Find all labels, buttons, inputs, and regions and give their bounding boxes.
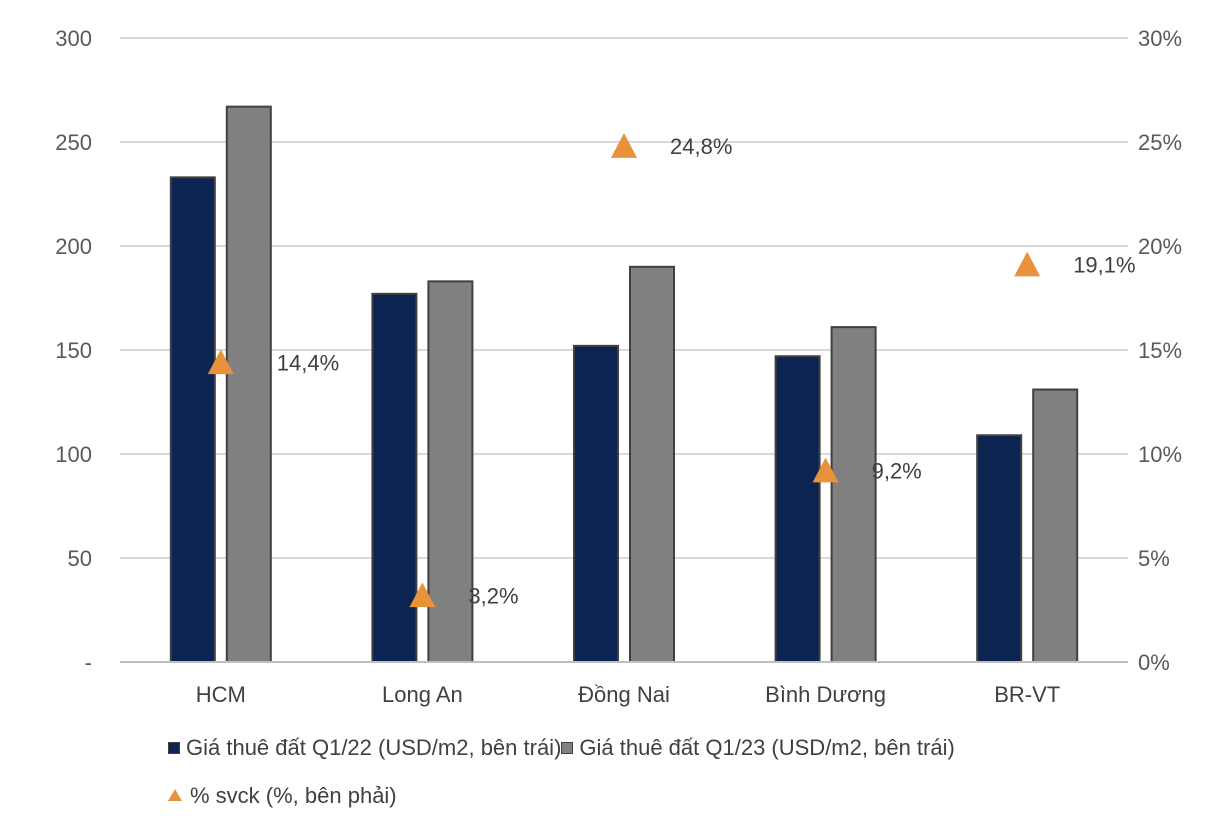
pct-data-label: 19,1% <box>1073 253 1135 278</box>
y-left-tick-label: 250 <box>55 130 92 155</box>
bar-q123-3 <box>830 326 877 663</box>
bar-q122-3 <box>774 355 821 663</box>
y-left-tick-label: 150 <box>55 338 92 363</box>
legend-item-q123: Giá thuê đất Q1/23 (USD/m2, bên trái) <box>561 731 955 765</box>
legend-label-q122: Giá thuê đất Q1/22 (USD/m2, bên trái) <box>186 735 562 761</box>
chart-area: - 0% 50 5% 100 10% 150 15% 200 20% 250 25% 300 30% HCM… <box>55 26 1182 707</box>
y-right-tick-label: 25% <box>1138 130 1182 155</box>
legend: Giá thuê đất Q1/22 (USD/m2, bên trái) Gi… <box>168 730 1168 826</box>
pct-marker-0 <box>207 349 234 375</box>
pct-data-label: 14,4% <box>277 350 339 375</box>
pct-marker-2 <box>611 133 637 158</box>
x-category-label: Long An <box>382 682 463 707</box>
x-category-label: BR-VT <box>994 682 1060 707</box>
bar-q123-4 <box>1032 388 1079 663</box>
y-right-tick-label: 5% <box>1138 546 1170 571</box>
y-right-tick-label: 0% <box>1138 650 1170 675</box>
legend-triangle-icon <box>168 789 182 802</box>
bar-q122-0 <box>169 176 216 664</box>
y-left-tick-label: 50 <box>68 546 92 571</box>
y-right-tick-label: 10% <box>1138 442 1182 467</box>
y-left-tick-label: 200 <box>55 234 92 259</box>
legend-label-q123: Giá thuê đất Q1/23 (USD/m2, bên trái) <box>579 735 955 761</box>
y-left-tick-label: - <box>85 650 92 675</box>
legend-label-svck: % svck (%, bên phải) <box>190 783 397 809</box>
pct-marker-4 <box>1014 251 1041 277</box>
x-category-label: HCM <box>196 682 246 707</box>
bar-q122-4 <box>976 434 1023 663</box>
pct-data-label: 24,8% <box>670 134 732 159</box>
pct-data-label: 9,2% <box>872 459 922 484</box>
legend-row-2: % svck (%, bên phải) <box>168 778 1168 812</box>
y-left-tick-label: 100 <box>55 442 92 467</box>
y-right-tick-label: 30% <box>1138 26 1182 51</box>
bar-q123-0 <box>225 105 272 663</box>
bar-q123-1 <box>427 280 474 663</box>
pct-data-label: 3,2% <box>468 583 518 608</box>
legend-row-1: Giá thuê đất Q1/22 (USD/m2, bên trái) Gi… <box>168 730 1168 764</box>
legend-item-svck: % svck (%, bên phải) <box>168 779 397 813</box>
x-category-label: Đồng Nai <box>578 682 670 707</box>
legend-swatch-q122 <box>168 742 180 755</box>
x-category-label: Bình Dương <box>765 682 886 707</box>
pct-marker-1 <box>409 582 436 608</box>
y-right-tick-label: 15% <box>1138 338 1182 363</box>
y-left-tick-label: 300 <box>55 26 92 51</box>
pct-marker-3 <box>812 457 839 483</box>
legend-item-q122: Giá thuê đất Q1/22 (USD/m2, bên trái) <box>168 731 561 765</box>
legend-swatch-q123 <box>561 742 574 755</box>
y-right-tick-label: 20% <box>1138 234 1182 259</box>
bar-q123-2 <box>629 265 675 663</box>
bar-q122-2 <box>573 344 619 663</box>
